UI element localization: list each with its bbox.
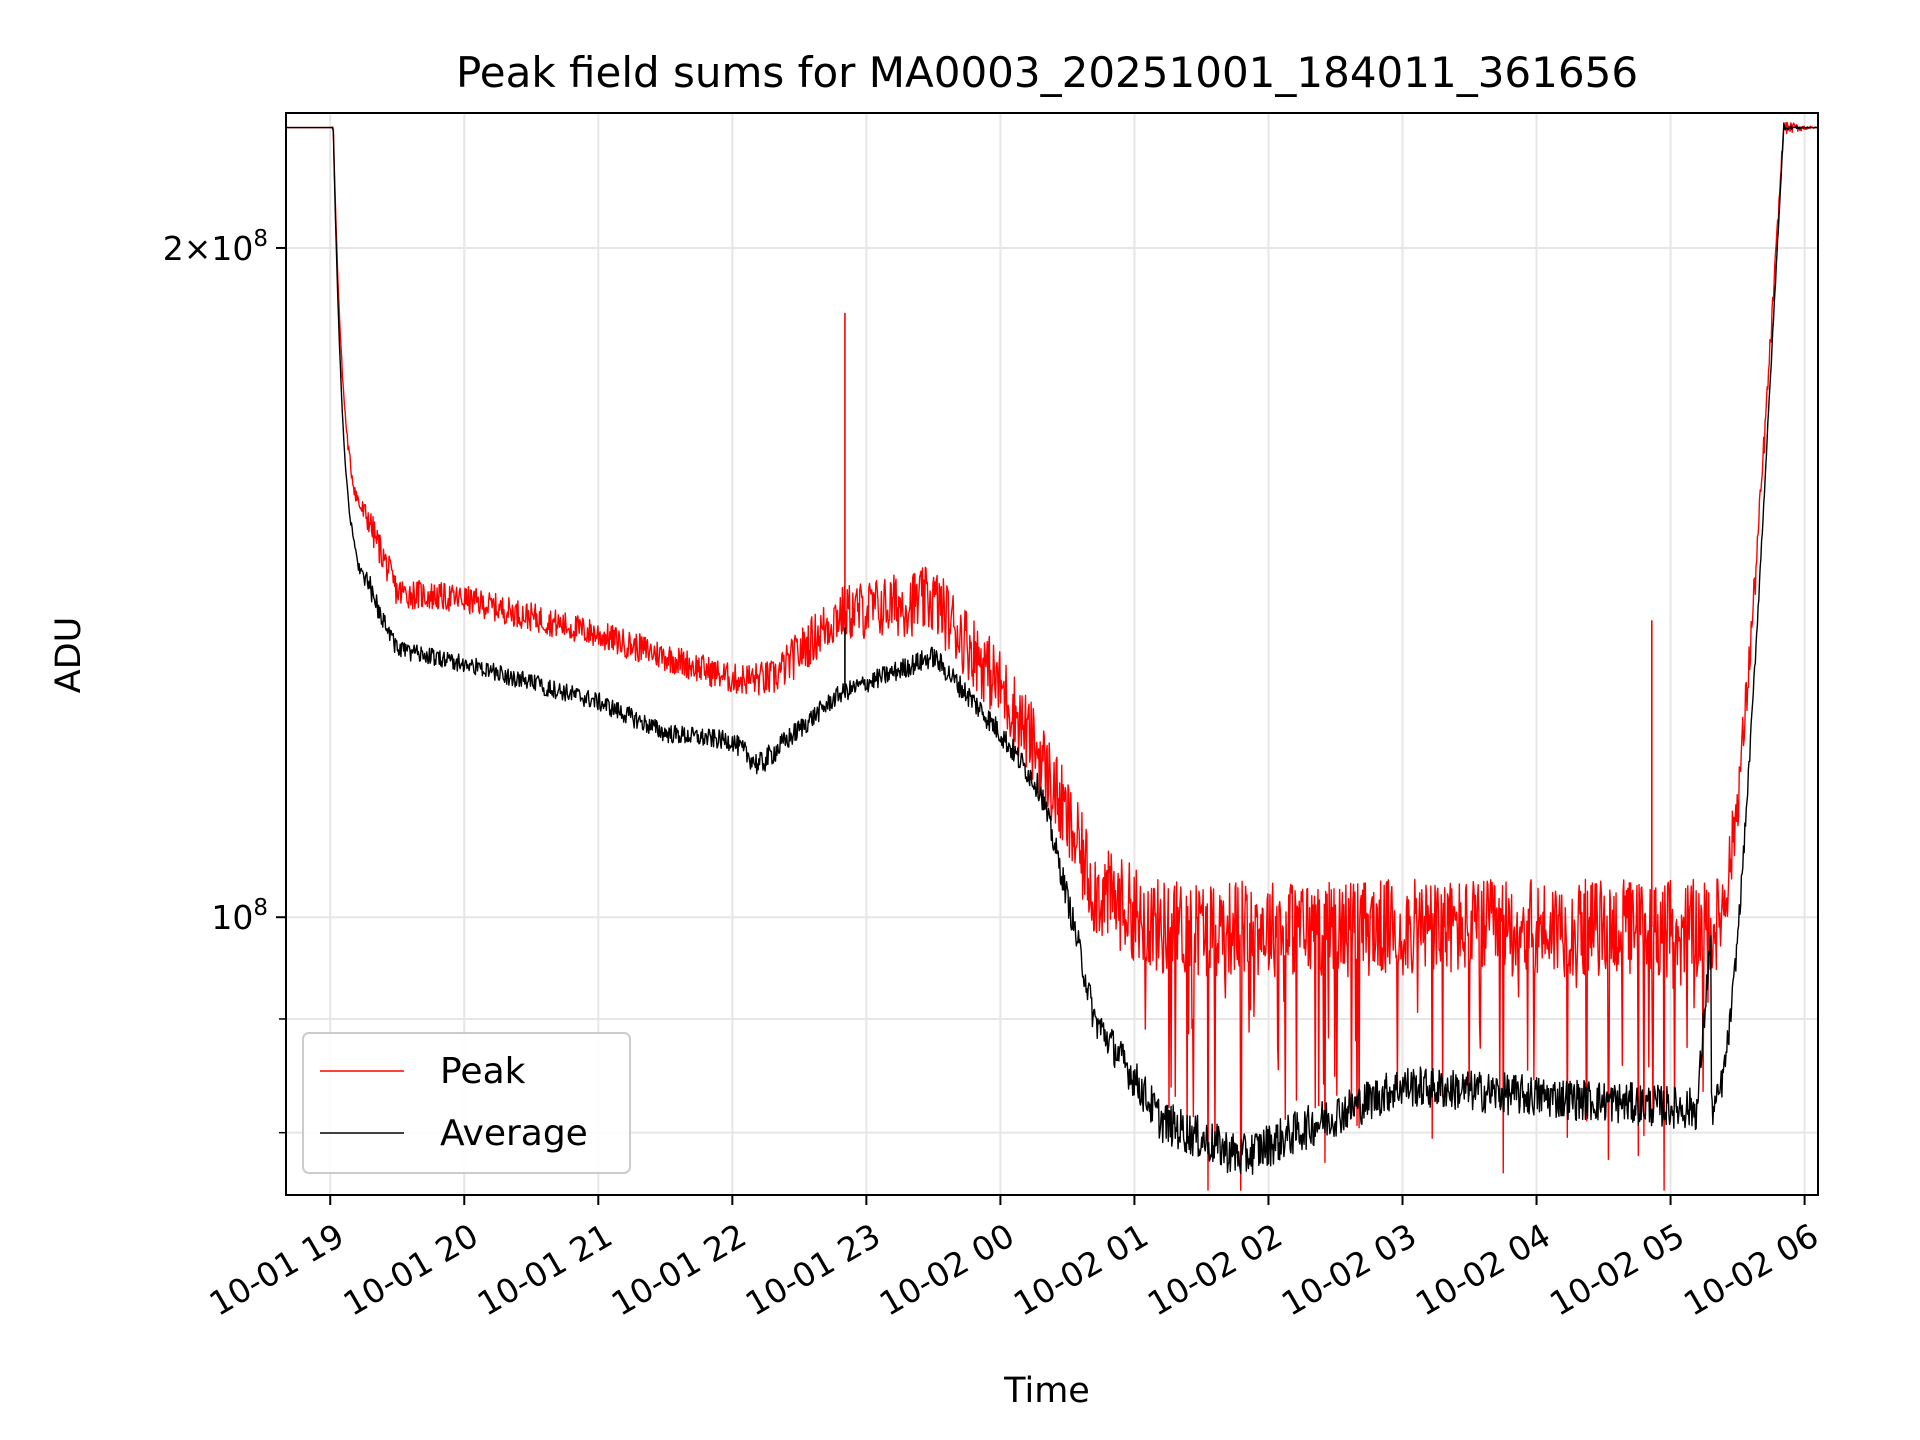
legend: Peak Average bbox=[302, 1032, 631, 1174]
x-axis-label: Time bbox=[1003, 1371, 1090, 1411]
legend-label-peak: Peak bbox=[440, 1051, 526, 1092]
y-tick-label: 2×108 bbox=[163, 226, 268, 268]
plot-area bbox=[286, 113, 1818, 1195]
chart-title: Peak field sums for MA0003_20251001_1840… bbox=[456, 48, 1638, 97]
legend-label-average: Average bbox=[440, 1113, 588, 1154]
y-tick-label: 108 bbox=[211, 895, 268, 937]
legend-box bbox=[302, 1032, 631, 1174]
series-line-average bbox=[286, 122, 1819, 1175]
series-layer bbox=[286, 121, 1819, 1191]
series-line-peak bbox=[286, 121, 1819, 1191]
y-axis: 108 2×108 bbox=[163, 226, 286, 1134]
y-axis-label: ADU bbox=[49, 617, 89, 694]
plot-frame bbox=[285, 112, 1819, 1196]
